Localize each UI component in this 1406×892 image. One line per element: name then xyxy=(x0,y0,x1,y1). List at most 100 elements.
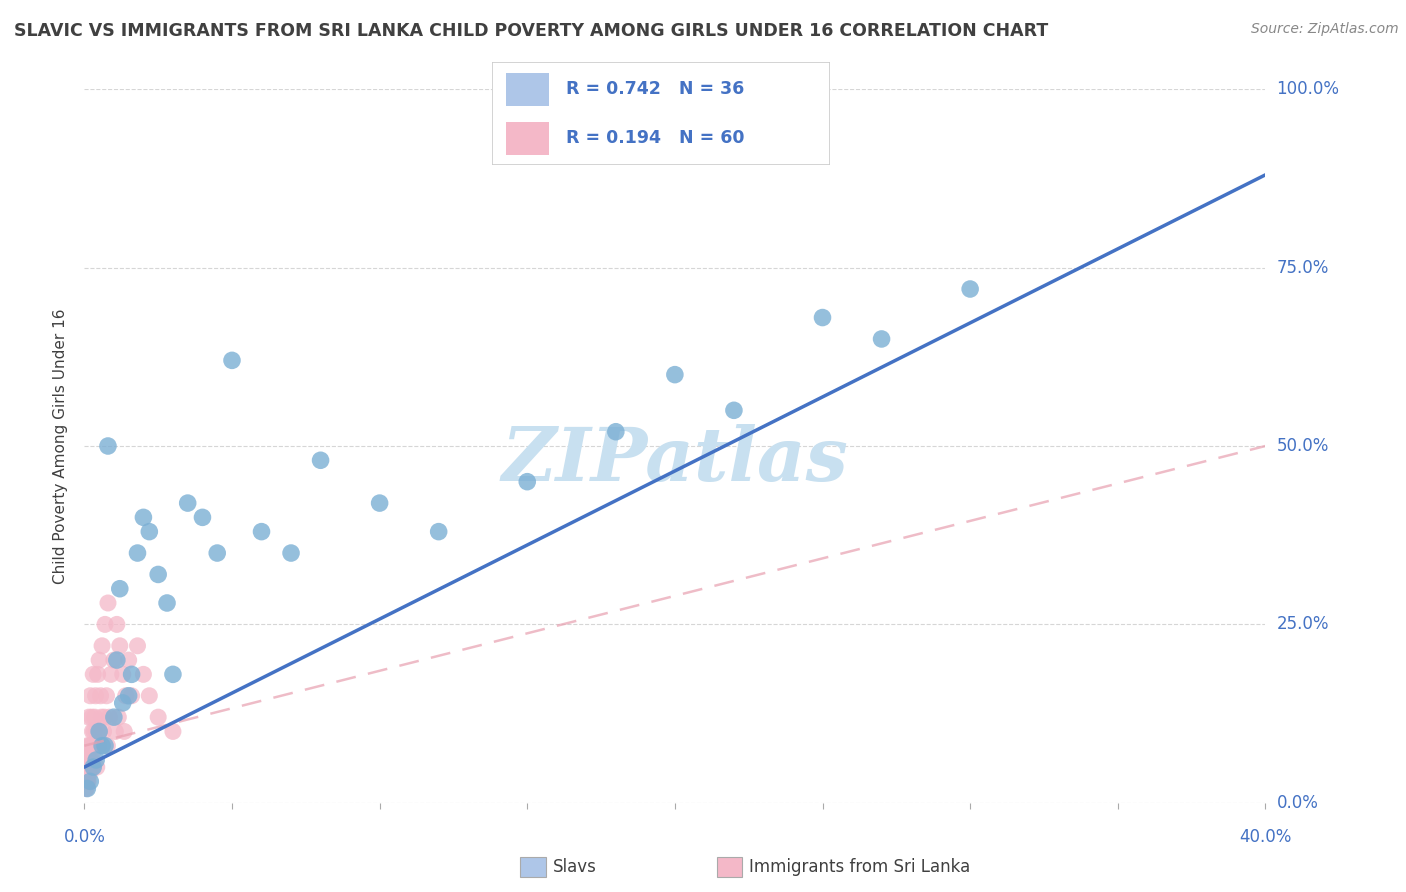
Point xyxy=(121,667,143,681)
Text: ZIPatlas: ZIPatlas xyxy=(502,424,848,497)
Point xyxy=(80,760,103,774)
Point xyxy=(77,767,100,781)
Point xyxy=(90,689,112,703)
Point xyxy=(114,689,136,703)
Point xyxy=(111,667,134,681)
Point xyxy=(96,689,118,703)
Bar xyxy=(506,122,550,155)
Point xyxy=(723,403,745,417)
Point xyxy=(103,653,125,667)
Text: Immigrants from Sri Lanka: Immigrants from Sri Lanka xyxy=(749,858,970,876)
Point xyxy=(90,710,112,724)
Text: 0.0%: 0.0% xyxy=(1277,794,1319,812)
Point xyxy=(94,617,117,632)
Text: R = 0.194   N = 60: R = 0.194 N = 60 xyxy=(567,129,745,147)
Point xyxy=(76,760,98,774)
Y-axis label: Child Poverty Among Girls Under 16: Child Poverty Among Girls Under 16 xyxy=(53,309,69,583)
Point xyxy=(121,689,143,703)
Point xyxy=(148,567,170,582)
Point xyxy=(77,753,100,767)
Point xyxy=(221,353,243,368)
Point xyxy=(250,524,273,539)
Point xyxy=(162,667,184,681)
Point xyxy=(105,617,128,632)
Point xyxy=(93,710,115,724)
Point xyxy=(111,696,134,710)
Point xyxy=(811,310,834,325)
Point xyxy=(79,689,101,703)
Text: 100.0%: 100.0% xyxy=(1277,80,1340,98)
Point xyxy=(82,667,104,681)
Point xyxy=(84,689,107,703)
Point xyxy=(77,710,100,724)
Point xyxy=(80,710,103,724)
Point xyxy=(79,774,101,789)
Point xyxy=(148,710,170,724)
Point xyxy=(86,667,108,681)
Point xyxy=(205,546,228,560)
Point xyxy=(91,639,114,653)
Point xyxy=(100,667,122,681)
FancyBboxPatch shape xyxy=(492,62,830,165)
Point xyxy=(105,653,128,667)
Text: 40.0%: 40.0% xyxy=(1239,828,1292,846)
Point xyxy=(97,596,120,610)
Point xyxy=(77,767,100,781)
Point xyxy=(75,774,97,789)
Point xyxy=(280,546,302,560)
Text: Slavs: Slavs xyxy=(553,858,596,876)
Point xyxy=(664,368,686,382)
Point xyxy=(84,724,107,739)
Point xyxy=(427,524,450,539)
Point xyxy=(84,753,107,767)
Point xyxy=(959,282,981,296)
Point xyxy=(103,710,125,724)
Text: 0.0%: 0.0% xyxy=(63,828,105,846)
Point xyxy=(98,710,121,724)
Point xyxy=(79,760,101,774)
Point xyxy=(75,781,97,796)
Point xyxy=(80,753,103,767)
Point xyxy=(76,760,98,774)
Point xyxy=(87,653,111,667)
Point xyxy=(82,724,104,739)
Point xyxy=(83,724,105,739)
Point xyxy=(76,774,98,789)
Point xyxy=(77,774,100,789)
Point xyxy=(309,453,332,467)
Text: Source: ZipAtlas.com: Source: ZipAtlas.com xyxy=(1251,22,1399,37)
Point xyxy=(112,724,135,739)
Point xyxy=(108,582,131,596)
Point xyxy=(127,639,149,653)
Point xyxy=(75,767,97,781)
Point xyxy=(91,739,114,753)
Point xyxy=(108,639,131,653)
Point xyxy=(118,653,141,667)
Point xyxy=(138,689,160,703)
Point xyxy=(82,760,104,774)
Point xyxy=(84,739,107,753)
Point xyxy=(156,596,179,610)
Point xyxy=(107,710,129,724)
Bar xyxy=(506,73,550,105)
Point xyxy=(138,524,160,539)
Point xyxy=(83,710,105,724)
Point xyxy=(79,739,101,753)
Point xyxy=(162,724,184,739)
Point xyxy=(83,739,105,753)
Point xyxy=(191,510,214,524)
Point xyxy=(127,546,149,560)
Point xyxy=(96,739,118,753)
Point xyxy=(79,753,101,767)
Point xyxy=(605,425,627,439)
Point xyxy=(97,439,120,453)
Point xyxy=(177,496,200,510)
Point xyxy=(87,724,111,739)
Point xyxy=(93,724,115,739)
Text: 50.0%: 50.0% xyxy=(1277,437,1329,455)
Point xyxy=(80,739,103,753)
Point xyxy=(82,746,104,760)
Text: SLAVIC VS IMMIGRANTS FROM SRI LANKA CHILD POVERTY AMONG GIRLS UNDER 16 CORRELATI: SLAVIC VS IMMIGRANTS FROM SRI LANKA CHIL… xyxy=(14,22,1049,40)
Text: 75.0%: 75.0% xyxy=(1277,259,1329,277)
Text: R = 0.742   N = 36: R = 0.742 N = 36 xyxy=(567,80,745,98)
